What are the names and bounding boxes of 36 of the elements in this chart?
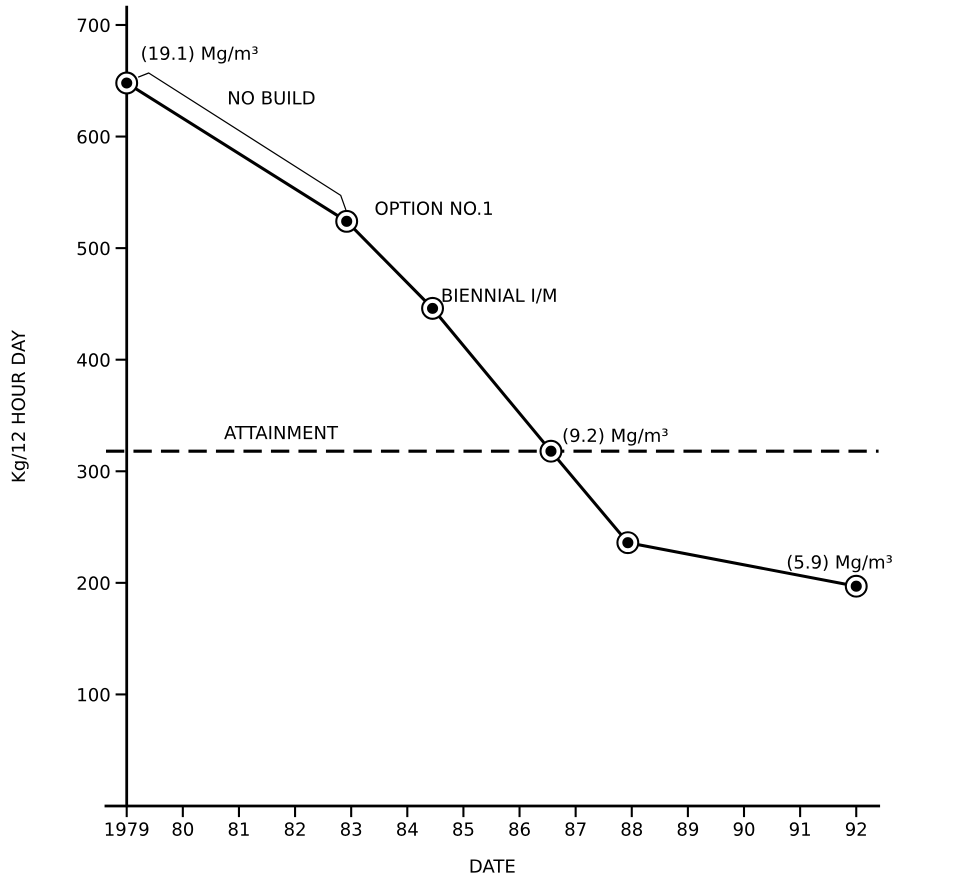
- x-tick-label: 92: [846, 822, 866, 836]
- annotation: (5.9) Mg/m³: [788, 554, 892, 572]
- y-tick-label: 300: [78, 464, 110, 478]
- y-tick-label: 700: [78, 18, 110, 32]
- x-tick-label: 86: [509, 822, 530, 836]
- point: [540, 440, 562, 463]
- point: [844, 574, 868, 598]
- ref-line-label: ATTAINMENT: [224, 426, 338, 440]
- point: [115, 72, 138, 94]
- annotation: (9.2) Mg/m³: [564, 428, 668, 446]
- annotation: NO BUILD: [229, 90, 315, 105]
- annotation: BIENNIAL I/M: [442, 288, 556, 304]
- y-tick-label: 200: [78, 576, 110, 590]
- x-tick-label: 1979: [106, 822, 148, 836]
- x-axis-title: DATE: [470, 859, 515, 873]
- point: [616, 531, 640, 554]
- y-axis-title: Kg/12 HOUR DAY: [12, 330, 29, 482]
- y-tick-label: 500: [78, 242, 110, 256]
- x-tick-label: 85: [453, 822, 474, 836]
- x-tick-label: 91: [790, 822, 810, 836]
- x-tick-label: 90: [734, 822, 754, 836]
- x-tick-label: 80: [172, 822, 194, 836]
- annotation: (19.1) Mg/m³: [142, 46, 258, 64]
- annotation: OPTION NO.1: [375, 201, 492, 216]
- x-tick-label: 84: [397, 822, 418, 836]
- x-tick-label: 81: [228, 822, 249, 836]
- y-tick-label: 400: [77, 353, 110, 367]
- x-tick-label: 87: [565, 822, 586, 836]
- y-tick-label: 600: [78, 130, 110, 144]
- y-tick-label: 100: [78, 688, 110, 702]
- x-tick-label: 89: [678, 822, 698, 836]
- x-tick-label: 83: [340, 822, 362, 836]
- x-tick-label: 82: [284, 822, 305, 836]
- point: [421, 296, 444, 320]
- point: [335, 210, 358, 233]
- x-tick-label: 88: [622, 822, 642, 836]
